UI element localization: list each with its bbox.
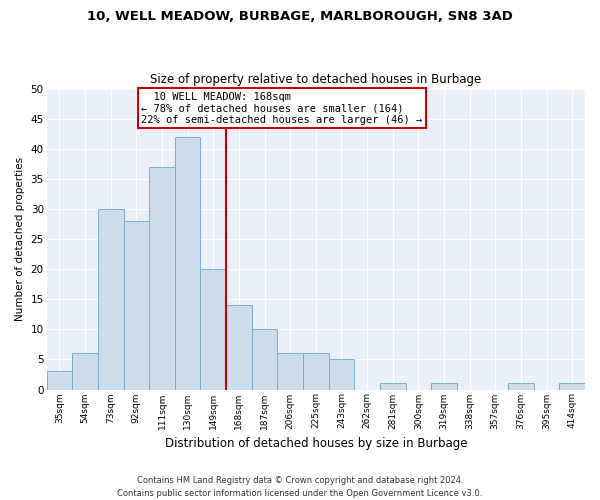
- X-axis label: Distribution of detached houses by size in Burbage: Distribution of detached houses by size …: [164, 437, 467, 450]
- Bar: [200, 269, 226, 390]
- Bar: [47, 372, 72, 390]
- Bar: [329, 360, 354, 390]
- Text: 10, WELL MEADOW, BURBAGE, MARLBOROUGH, SN8 3AD: 10, WELL MEADOW, BURBAGE, MARLBOROUGH, S…: [87, 10, 513, 23]
- Bar: [251, 330, 277, 390]
- Bar: [303, 354, 329, 390]
- Bar: [175, 136, 200, 390]
- Bar: [277, 354, 303, 390]
- Bar: [559, 384, 585, 390]
- Text: 10 WELL MEADOW: 168sqm
← 78% of detached houses are smaller (164)
22% of semi-de: 10 WELL MEADOW: 168sqm ← 78% of detached…: [142, 92, 422, 125]
- Bar: [98, 209, 124, 390]
- Bar: [508, 384, 534, 390]
- Y-axis label: Number of detached properties: Number of detached properties: [15, 157, 25, 321]
- Bar: [72, 354, 98, 390]
- Bar: [124, 221, 149, 390]
- Bar: [380, 384, 406, 390]
- Bar: [149, 167, 175, 390]
- Text: Contains HM Land Registry data © Crown copyright and database right 2024.
Contai: Contains HM Land Registry data © Crown c…: [118, 476, 482, 498]
- Title: Size of property relative to detached houses in Burbage: Size of property relative to detached ho…: [150, 73, 481, 86]
- Bar: [431, 384, 457, 390]
- Bar: [226, 305, 251, 390]
